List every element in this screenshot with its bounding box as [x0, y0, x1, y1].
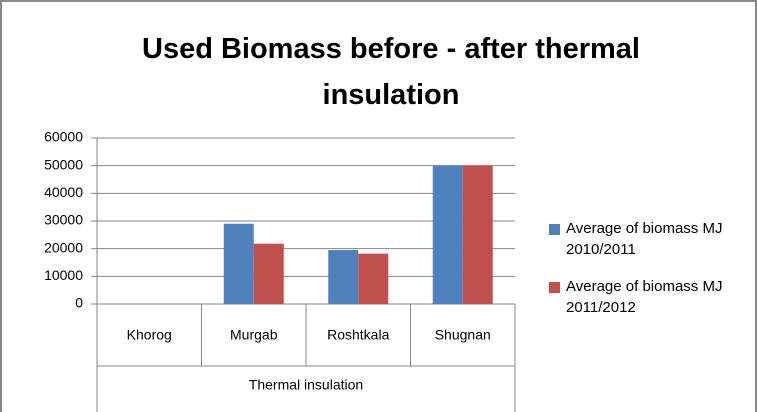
- x-tick-label: Roshtkala: [327, 327, 389, 343]
- bar: [223, 223, 254, 304]
- x-tick-label: Shugnan: [435, 327, 491, 343]
- legend-swatch: [549, 282, 560, 293]
- y-tick-label: 30000: [44, 212, 83, 228]
- x-group-label: Thermal insulation: [249, 377, 363, 393]
- x-tick-label: Murgab: [230, 327, 278, 343]
- bar: [358, 253, 389, 304]
- y-tick-label: 60000: [44, 129, 83, 145]
- legend-label: Average of biomass MJ 2010/2011: [566, 220, 723, 258]
- bar: [432, 165, 463, 304]
- y-tick-label: 50000: [44, 156, 83, 172]
- y-tick-label: 20000: [44, 239, 83, 255]
- y-tick-label: 10000: [44, 267, 83, 283]
- bar: [328, 250, 359, 304]
- legend-swatch: [549, 224, 560, 235]
- chart-title: Used Biomass before - after thermal insu…: [142, 33, 640, 111]
- bar: [253, 243, 284, 304]
- legend-label: Average of biomass MJ 2011/2012: [566, 278, 723, 316]
- x-tick-label: Khorog: [127, 327, 172, 343]
- y-tick-label: 40000: [44, 184, 83, 200]
- y-tick-label: 0: [75, 295, 83, 311]
- bar: [462, 165, 493, 304]
